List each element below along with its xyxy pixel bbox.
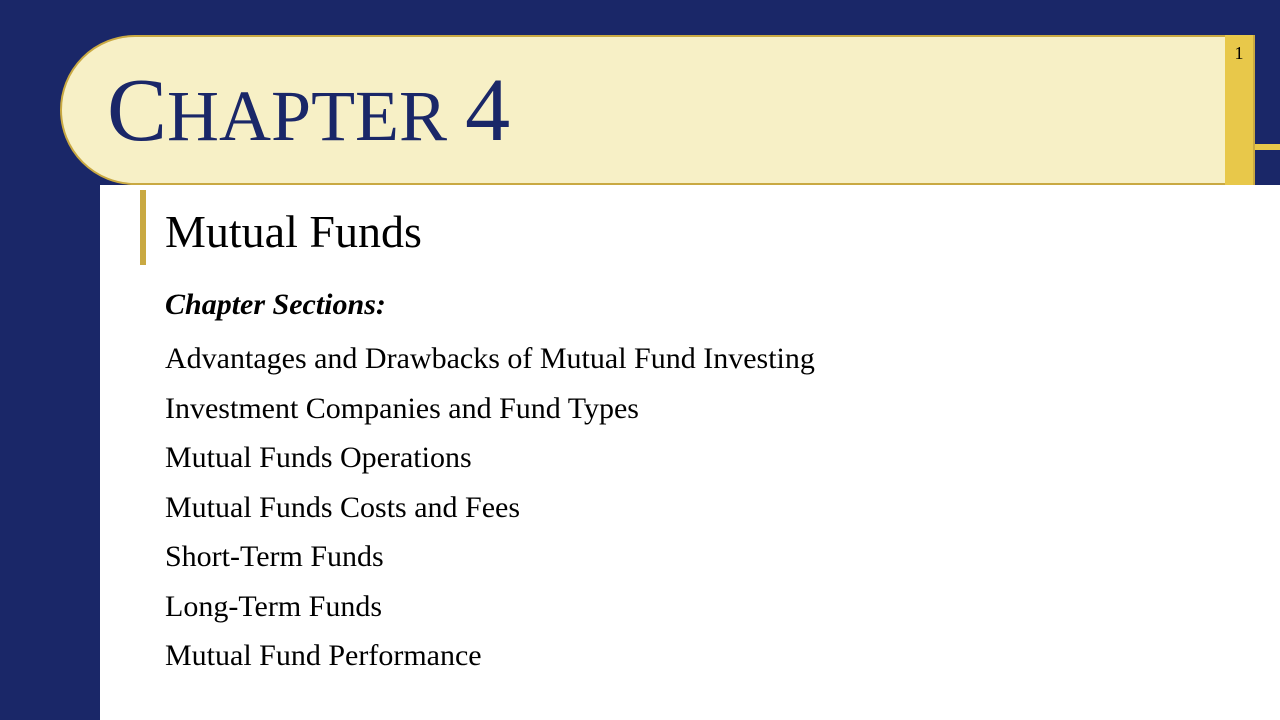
connector-line xyxy=(1255,144,1280,150)
main-title: Mutual Funds xyxy=(165,205,1220,258)
section-item: Mutual Funds Operations xyxy=(165,433,1220,483)
page-number-box: 1 xyxy=(1225,35,1255,185)
chapter-header-banner: CHAPTER 4 xyxy=(60,35,1255,185)
section-item: Investment Companies and Fund Types xyxy=(165,384,1220,434)
page-number: 1 xyxy=(1235,43,1244,64)
section-item: Mutual Funds Costs and Fees xyxy=(165,483,1220,533)
accent-bar xyxy=(140,190,146,265)
content-area: Mutual Funds Chapter Sections: Advantage… xyxy=(100,185,1280,720)
section-item: Long-Term Funds xyxy=(165,582,1220,632)
chapter-prefix-cap: C xyxy=(107,61,167,160)
chapter-prefix-rest: HAPTER xyxy=(167,76,447,156)
chapter-number: 4 xyxy=(465,61,510,160)
section-item: Advantages and Drawbacks of Mutual Fund … xyxy=(165,334,1220,384)
section-item: Short-Term Funds xyxy=(165,532,1220,582)
chapter-title: CHAPTER 4 xyxy=(107,59,510,162)
sections-header: Chapter Sections: xyxy=(165,288,1220,322)
section-item: Mutual Fund Performance xyxy=(165,631,1220,681)
